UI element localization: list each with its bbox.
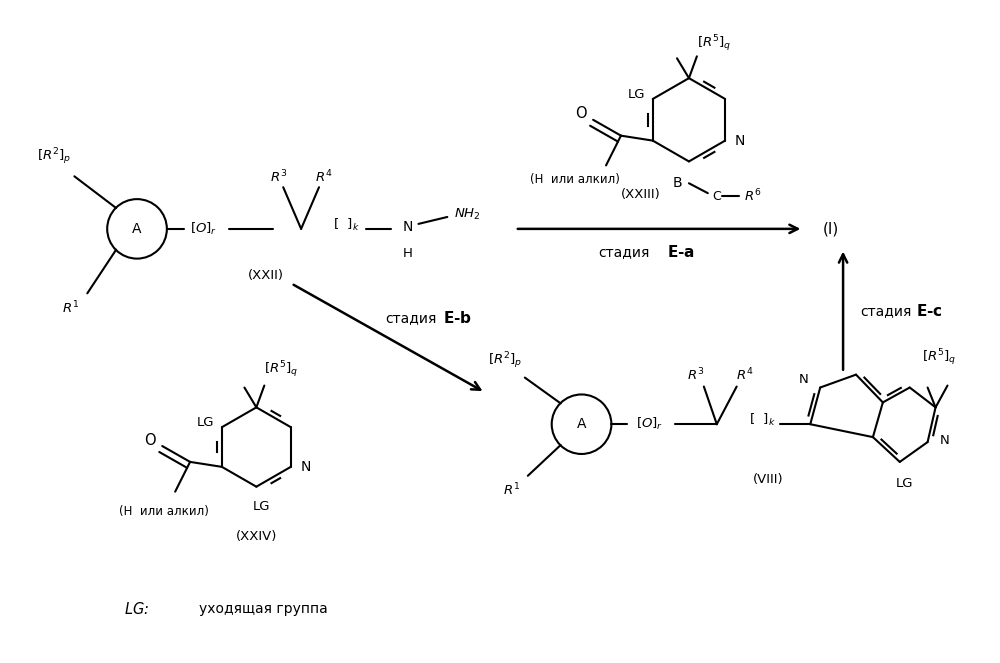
- Text: H: H: [403, 247, 412, 260]
- Text: $R^1$: $R^1$: [503, 481, 520, 498]
- Text: $[O]_r$: $[O]_r$: [190, 221, 217, 237]
- Text: A: A: [577, 417, 586, 431]
- Text: (XXIII): (XXIII): [621, 188, 661, 201]
- Text: (H  или алкил): (H или алкил): [119, 505, 209, 518]
- Text: N: N: [799, 373, 808, 386]
- Text: LG: LG: [253, 500, 270, 513]
- Text: $[R^5]_q$: $[R^5]_q$: [697, 33, 731, 54]
- Text: $R^6$: $R^6$: [744, 188, 761, 204]
- Text: $R^3$: $R^3$: [687, 367, 704, 383]
- Text: $\mathbf{E}$-$\mathbf{a}$: $\mathbf{E}$-$\mathbf{a}$: [667, 244, 695, 260]
- Text: (XXIV): (XXIV): [236, 530, 277, 543]
- Text: N: N: [301, 460, 311, 474]
- Text: $R^4$: $R^4$: [736, 367, 753, 383]
- Text: $\mathbf{E}$-$\mathbf{b}$: $\mathbf{E}$-$\mathbf{b}$: [443, 310, 472, 326]
- Text: $[\ \ ]_k$: $[\ \ ]_k$: [333, 217, 360, 233]
- Text: $[\ \ ]_k$: $[\ \ ]_k$: [749, 412, 775, 428]
- Text: (I): (I): [823, 221, 839, 237]
- Text: $R^1$: $R^1$: [62, 300, 79, 316]
- Text: уходящая группа: уходящая группа: [199, 601, 328, 616]
- Text: $[R^2]_p$: $[R^2]_p$: [37, 146, 72, 167]
- Text: $R^3$: $R^3$: [270, 169, 287, 186]
- Text: N: N: [735, 134, 745, 148]
- Text: $\mathbf{E}$-$\mathbf{c}$: $\mathbf{E}$-$\mathbf{c}$: [916, 303, 942, 319]
- Text: N: N: [402, 220, 413, 234]
- Text: A: A: [132, 222, 142, 236]
- Text: $[O]_r$: $[O]_r$: [636, 416, 663, 432]
- Text: LG: LG: [896, 477, 913, 490]
- Text: стадия: стадия: [599, 245, 650, 259]
- Text: $[R^2]_p$: $[R^2]_p$: [488, 351, 522, 371]
- Text: (VIII): (VIII): [753, 473, 784, 486]
- Text: $[R^5]_q$: $[R^5]_q$: [264, 359, 298, 380]
- Text: $R^4$: $R^4$: [315, 169, 333, 186]
- Text: O: O: [575, 106, 587, 121]
- Text: N: N: [940, 434, 949, 447]
- Text: (XXII): (XXII): [248, 269, 284, 282]
- Text: LG: LG: [196, 416, 214, 429]
- Text: LG: LG: [627, 88, 645, 101]
- Text: B: B: [672, 176, 682, 190]
- Text: (H  или алкил): (H или алкил): [530, 173, 620, 186]
- Text: $LG$:: $LG$:: [124, 601, 150, 617]
- Text: $[R^5]_q$: $[R^5]_q$: [922, 347, 957, 368]
- Text: стадия: стадия: [860, 304, 911, 318]
- Text: стадия: стадия: [386, 311, 437, 325]
- Text: $NH_2$: $NH_2$: [454, 206, 481, 221]
- Text: O: O: [145, 432, 156, 448]
- Text: C: C: [712, 190, 721, 203]
